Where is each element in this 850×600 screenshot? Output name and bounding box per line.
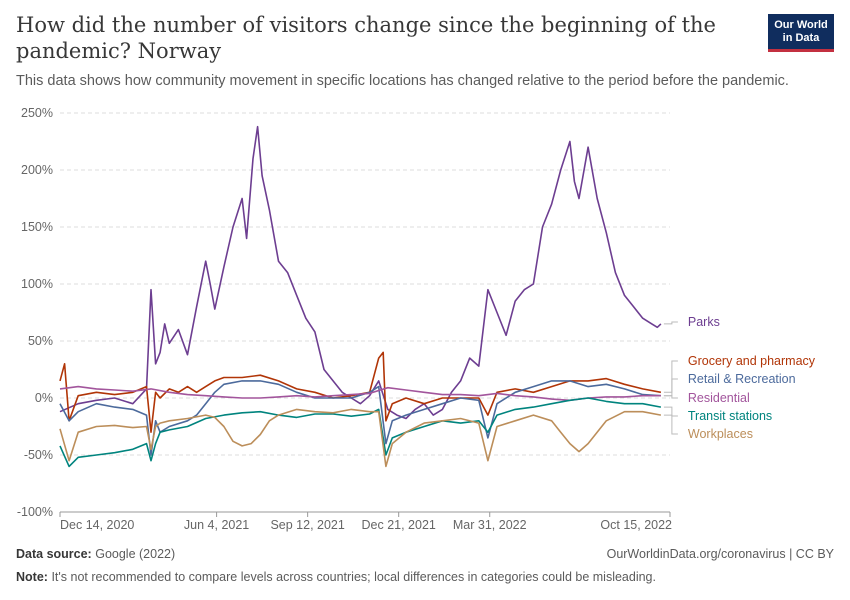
- y-axis-labels: -100% -50% 0% 50% 100% 150% 200% 250%: [17, 106, 53, 519]
- x-tick-label: Sep 12, 2021: [270, 518, 344, 532]
- series-label[interactable]: Grocery and pharmacy: [688, 354, 816, 368]
- label-connector: [663, 378, 678, 397]
- label-connector: [663, 406, 678, 417]
- y-tick-label: 0%: [35, 391, 53, 405]
- y-tick-label: 200%: [21, 163, 53, 177]
- label-connector: [663, 321, 678, 325]
- note-label: Note:: [16, 570, 48, 584]
- credit-link[interactable]: OurWorldinData.org/coronavirus | CC BY: [606, 547, 834, 561]
- y-tick-label: 250%: [21, 106, 53, 120]
- x-axis: Dec 14, 2020 Jun 4, 2021 Sep 12, 2021 Dec 2…: [59, 511, 672, 532]
- owid-logo[interactable]: Our World in Data: [768, 14, 834, 52]
- y-tick-label: 100%: [21, 277, 53, 291]
- logo-line-2: in Data: [782, 32, 820, 44]
- y-tick-label: 150%: [21, 220, 53, 234]
- y-tick-label: 50%: [28, 334, 53, 348]
- data-source: Data source: Google (2022): [16, 547, 834, 561]
- series-labels: Parks Grocery and pharmacy Retail & Recrea…: [663, 315, 816, 441]
- y-tick-label: -50%: [24, 448, 53, 462]
- series-label[interactable]: Workplaces: [688, 427, 753, 441]
- series-line-transit-stations[interactable]: [59, 397, 662, 468]
- x-tick-label: Jun 4, 2021: [184, 518, 249, 532]
- label-connector: [663, 414, 678, 435]
- y-tick-label: -100%: [17, 505, 53, 519]
- label-connector: [663, 360, 678, 393]
- source-value[interactable]: Google (2022): [95, 547, 176, 561]
- series-line-retail-recreation[interactable]: [59, 380, 661, 456]
- logo-line-1: Our World: [774, 19, 828, 31]
- source-label: Data source:: [16, 547, 92, 561]
- series-label[interactable]: Parks: [688, 315, 720, 329]
- chart-title: How did the number of visitors change si…: [16, 13, 716, 63]
- series-line-workplaces[interactable]: [59, 408, 662, 468]
- series-lines: [59, 125, 662, 468]
- line-chart: -100% -50% 0% 50% 100% 150% 200% 250% Dec 14, 2…: [17, 106, 816, 532]
- series-line-residential[interactable]: [59, 385, 661, 402]
- chart-note: Note: It's not recommended to compare le…: [16, 570, 834, 584]
- series-label[interactable]: Retail & Recreation: [688, 372, 796, 386]
- series-line-grocery-and-pharmacy[interactable]: [59, 351, 662, 433]
- x-tick-label: Mar 31, 2022: [453, 518, 527, 532]
- x-tick-label: Dec 14, 2020: [60, 518, 134, 532]
- note-value: It's not recommended to compare levels a…: [51, 570, 656, 584]
- x-tick-label: Dec 21, 2021: [362, 518, 436, 532]
- label-connector: [663, 395, 678, 399]
- series-label[interactable]: Residential: [688, 391, 750, 405]
- series-label[interactable]: Transit stations: [688, 409, 772, 423]
- chart-subtitle: This data shows how community movement i…: [16, 73, 789, 89]
- x-tick-label: Oct 15, 2022: [600, 518, 672, 532]
- series-line-parks[interactable]: [59, 125, 662, 420]
